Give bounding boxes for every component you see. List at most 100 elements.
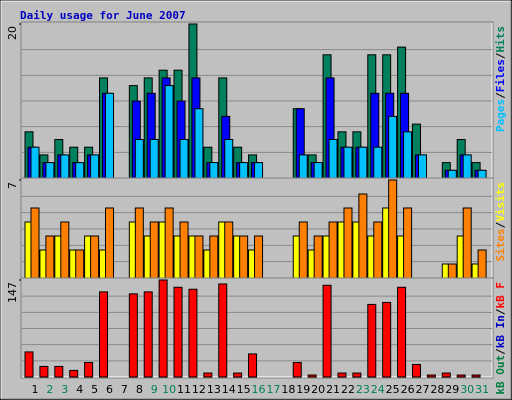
bar (292, 361, 302, 378)
legend-separator: / (494, 308, 507, 315)
bar (477, 169, 487, 179)
bar (343, 207, 353, 279)
legend-label: Sites (494, 228, 507, 261)
bar (134, 207, 144, 279)
bar (352, 372, 362, 378)
bar (134, 139, 144, 179)
bar (298, 221, 308, 279)
bar (426, 374, 436, 378)
legend: Sites/Visits (494, 182, 507, 262)
bar (447, 263, 457, 279)
bar (224, 221, 234, 279)
bar (462, 154, 472, 179)
x-tick-label: 8 (136, 383, 143, 396)
x-tick-label: 6 (106, 383, 113, 396)
x-tick-label: 3 (61, 383, 68, 396)
x-tick-label: 24 (371, 383, 385, 396)
bar (90, 235, 100, 279)
x-tick-label: 14 (222, 383, 236, 396)
x-tick-label: 7 (121, 383, 128, 396)
x-tick-label: 18 (281, 383, 295, 396)
bar (382, 301, 392, 378)
bar (403, 207, 413, 279)
legend-separator: / (494, 221, 507, 228)
bar (45, 162, 55, 179)
bar (203, 372, 213, 378)
bar (143, 291, 153, 378)
bar (254, 235, 264, 279)
x-tick-label: 27 (415, 383, 429, 396)
bar (45, 235, 55, 279)
x-tick-label: 22 (341, 383, 355, 396)
bar (313, 235, 323, 279)
bar (358, 146, 368, 179)
bar (328, 221, 338, 279)
bar (462, 207, 472, 279)
bar (99, 291, 109, 378)
bar (411, 363, 421, 378)
bar (447, 169, 457, 179)
x-tick-label: 4 (76, 383, 83, 396)
bar (471, 374, 481, 378)
legend-label: Files (494, 59, 507, 92)
x-tick-label: 12 (192, 383, 206, 396)
legend: kB Out/kB In/kB F (494, 282, 507, 395)
bar (24, 351, 34, 378)
x-tick-label: 31 (475, 383, 489, 396)
legend-label: kB In (494, 315, 507, 348)
x-tick-label: 26 (401, 383, 415, 396)
bar (417, 154, 427, 179)
legend-separator: / (494, 348, 507, 355)
legend-label: Hits (494, 26, 507, 53)
legend-separator: / (494, 92, 507, 99)
x-tick-label: 16 (252, 383, 266, 396)
bar (313, 162, 323, 179)
bar (328, 139, 338, 179)
bar (367, 303, 377, 378)
x-tick-label: 9 (151, 383, 158, 396)
bar (441, 372, 451, 378)
bar (149, 139, 159, 179)
bar (209, 162, 219, 179)
x-tick-label: 21 (326, 383, 340, 396)
x-tick-label: 20 (311, 383, 325, 396)
bar (322, 284, 332, 378)
bar (60, 221, 70, 279)
legend-label: kB Out (494, 355, 507, 395)
bar (209, 235, 219, 279)
bar (373, 221, 383, 279)
bar (373, 146, 383, 179)
y-tick-label: 7 (6, 182, 19, 189)
bar (164, 207, 174, 279)
bar (388, 179, 398, 279)
bar (194, 108, 204, 179)
bar (30, 146, 40, 179)
bar (307, 374, 317, 378)
bar (194, 235, 204, 279)
bar (248, 353, 258, 378)
bar (224, 139, 234, 179)
bar (298, 154, 308, 179)
x-tick-label: 13 (207, 383, 221, 396)
bar (239, 162, 249, 179)
bar (343, 146, 353, 179)
bar (105, 207, 115, 279)
bar (337, 372, 347, 378)
bar (218, 283, 228, 378)
bar (75, 162, 85, 179)
bar (60, 154, 70, 179)
x-tick-label: 11 (177, 383, 191, 396)
bar (30, 207, 40, 279)
bar (179, 139, 189, 179)
bar (397, 286, 407, 378)
bar (233, 372, 243, 378)
bar (75, 249, 85, 279)
legend-label: Pages (494, 99, 507, 132)
x-tick-label: 17 (266, 383, 280, 396)
x-tick-label: 19 (296, 383, 310, 396)
bar (239, 235, 249, 279)
chart-title: Daily usage for June 2007 (20, 9, 186, 22)
bar (39, 365, 49, 378)
